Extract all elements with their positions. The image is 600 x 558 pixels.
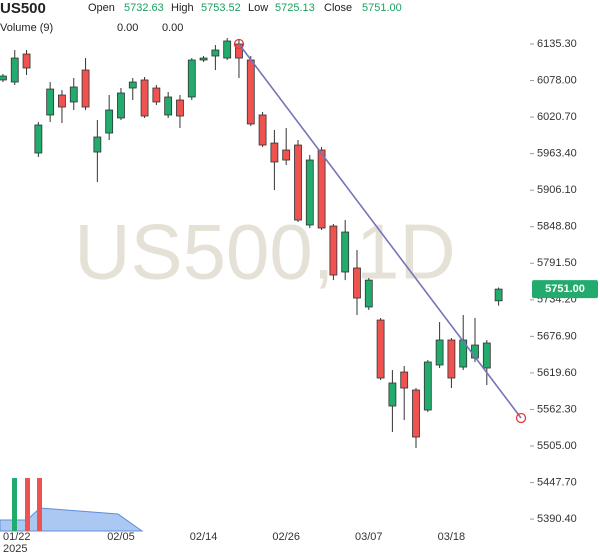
low-value: 5725.13 — [275, 2, 315, 14]
candle-body — [270, 142, 279, 163]
candle-body — [10, 57, 19, 83]
candle-body — [364, 279, 373, 308]
y-tick-label: 5619.60 — [537, 367, 577, 379]
candle-body — [294, 144, 302, 221]
candle-body — [388, 382, 397, 407]
y-tick-label: 5505.00 — [537, 440, 577, 452]
watermark: US500, 1D — [74, 208, 456, 296]
close-value: 5751.00 — [362, 2, 402, 14]
candle-body — [423, 361, 432, 411]
x-tick-label: 02/14 — [190, 531, 218, 543]
volume-bar — [25, 478, 30, 531]
x-tick-label: 01/22 — [3, 531, 31, 543]
volume-value: 0.00 — [162, 22, 183, 34]
candle-body — [46, 88, 55, 116]
candle-body — [282, 149, 291, 161]
y-tick-label: 5562.30 — [537, 403, 577, 415]
candle-body — [329, 225, 338, 276]
candle-body — [341, 231, 350, 273]
header: US500 Open 5732.63 High 5753.52 Low 5725… — [0, 0, 402, 34]
x-tick-label: 02/26 — [272, 531, 300, 543]
candle-body — [128, 81, 137, 89]
candle-body — [140, 79, 149, 117]
volume-label: Volume (9) — [0, 22, 53, 34]
candle-body — [435, 339, 444, 366]
high-value: 5753.52 — [201, 2, 241, 14]
candle-body — [81, 69, 90, 108]
candle-body — [317, 149, 326, 229]
plot-area: 6135.30 6078.00 6020.70 5963.40 5906.10 5848.… — [0, 38, 598, 555]
close-label: Close — [324, 2, 352, 14]
volume-pane — [0, 478, 144, 532]
candle-body — [494, 288, 503, 302]
candle-body — [400, 371, 409, 389]
candle-body — [34, 124, 43, 154]
volume-bar — [12, 478, 17, 531]
candle-body — [58, 94, 66, 108]
candle-body — [447, 339, 456, 379]
trendline — [238, 43, 522, 419]
y-tick-label: 5963.40 — [537, 148, 577, 160]
candle-body — [22, 53, 31, 69]
last-price-badge — [532, 280, 598, 299]
volume-area — [0, 507, 144, 532]
candle-body — [412, 389, 420, 438]
y-tick-label: 6135.30 — [537, 38, 577, 50]
candle-body — [246, 59, 255, 125]
y-tick-label: 5906.10 — [537, 184, 577, 196]
y-tick-label: 6020.70 — [537, 111, 577, 123]
candle-body — [69, 86, 78, 103]
candle-body — [93, 136, 102, 153]
candle-body — [223, 40, 232, 59]
y-tick-label: 5848.80 — [537, 221, 577, 233]
candle-body — [164, 96, 173, 116]
candle-body — [152, 87, 161, 103]
candle-body — [117, 92, 125, 119]
x-tick-label: 03/07 — [355, 531, 383, 543]
y-tick-label: 5447.70 — [537, 476, 577, 488]
candle-body — [376, 319, 385, 379]
candle-body — [353, 267, 361, 299]
last-price-label: 5751.00 — [545, 283, 585, 295]
open-value: 5732.63 — [124, 2, 164, 14]
chart-title: US500 — [0, 0, 46, 17]
year-label: 2025 — [3, 543, 27, 555]
volume-value: 0.00 — [117, 22, 138, 34]
y-tick-label: 6078.00 — [537, 74, 577, 86]
candle-body — [482, 342, 491, 369]
trendline-anchor — [233, 38, 245, 50]
candle-body — [176, 99, 184, 117]
open-label: Open — [88, 2, 115, 14]
candle-body — [199, 57, 208, 61]
x-tick-label: 02/05 — [107, 531, 135, 543]
high-label: High — [171, 2, 194, 14]
low-label: Low — [248, 2, 268, 14]
y-tick-label: 5791.50 — [537, 257, 577, 269]
candle-body — [187, 59, 196, 98]
x-tick-label: 03/18 — [438, 531, 466, 543]
volume-bar — [37, 478, 42, 531]
candle-body — [211, 49, 220, 57]
y-tick-label: 5390.40 — [537, 513, 577, 525]
candle-body — [305, 159, 314, 226]
candle-body — [0, 75, 7, 81]
trendline-anchor — [515, 412, 527, 424]
y-tick-label: 5676.90 — [537, 330, 577, 342]
candle-body — [105, 109, 114, 134]
candle-body — [258, 114, 267, 146]
